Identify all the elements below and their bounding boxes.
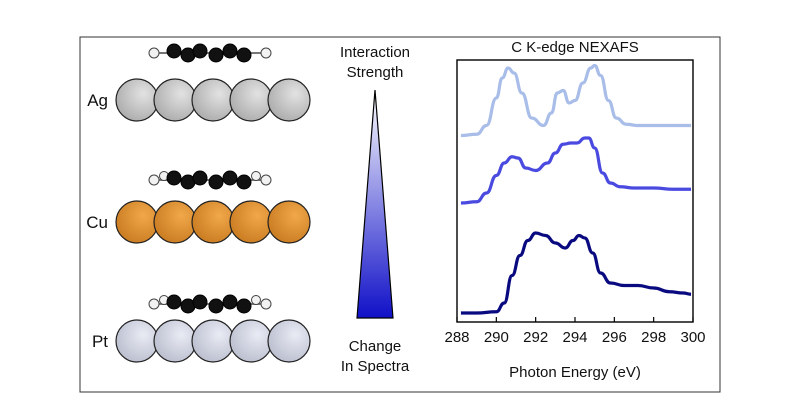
surface-row-ag: Ag	[87, 43, 311, 122]
molecule-cu	[148, 170, 272, 190]
surface-atom	[191, 200, 235, 244]
molecule-pt	[148, 294, 272, 314]
gradient-bottom-label-line1: Change	[349, 338, 402, 355]
carbon-atom	[236, 174, 252, 190]
surface-atom	[229, 319, 273, 363]
chart-title: C K-edge NEXAFS	[511, 39, 639, 56]
x-tick-label: 300	[680, 329, 705, 346]
x-tick-label: 292	[523, 329, 548, 346]
chart-x-ticks: 288 290 292 294 296 298 300	[444, 317, 706, 346]
carbon-atom	[192, 170, 208, 186]
surface-label-ag: Ag	[87, 91, 108, 110]
interaction-gradient: Interaction Strength Change In Spectra	[340, 44, 410, 375]
surface-atom	[115, 78, 159, 122]
hydrogen-atom	[260, 298, 272, 310]
chart-x-label: Photon Energy (eV)	[509, 364, 641, 381]
carbon-atom	[208, 298, 224, 314]
hydrogen-atom	[260, 174, 272, 186]
hydrogen-atom	[148, 298, 160, 310]
surface-atom	[229, 200, 273, 244]
surface-atom	[191, 78, 235, 122]
surface-row-cu: Cu	[86, 170, 311, 244]
surface-label-pt: Pt	[92, 332, 108, 351]
surface-atom	[153, 200, 197, 244]
surface-label-cu: Cu	[86, 213, 108, 232]
carbon-atom	[166, 43, 182, 59]
gradient-wedge	[356, 89, 394, 319]
surface-atom	[115, 200, 159, 244]
spectrum-line-3	[460, 231, 692, 315]
spectrum-line-2	[460, 136, 692, 205]
surface-atom	[267, 319, 311, 363]
surface-atom	[267, 200, 311, 244]
surface-atom	[153, 319, 197, 363]
surface-atom	[191, 319, 235, 363]
surface-atom	[267, 78, 311, 122]
hydrogen-atom	[251, 171, 261, 181]
carbon-atom	[222, 294, 238, 310]
x-tick-label: 298	[641, 329, 666, 346]
surface-models: Ag Cu Pt	[86, 43, 311, 363]
carbon-atom	[236, 47, 252, 63]
nexafs-chart: C K-edge NEXAFS 288 290 292 294 296 298 300 Ph…	[444, 39, 705, 381]
carbon-atom	[208, 47, 224, 63]
carbon-atom	[222, 170, 238, 186]
surface-atom	[229, 78, 273, 122]
spectrum-line-1	[460, 63, 692, 138]
surface-atom	[153, 78, 197, 122]
carbon-atom	[166, 170, 182, 186]
surface-atom	[115, 319, 159, 363]
carbon-atom	[236, 298, 252, 314]
carbon-atom	[192, 43, 208, 59]
gradient-top-label-line1: Interaction	[340, 44, 410, 61]
carbon-atom	[192, 294, 208, 310]
figure-frame	[79, 36, 721, 393]
gradient-bottom-label-line2: In Spectra	[341, 358, 410, 375]
hydrogen-atom	[148, 174, 160, 186]
carbon-atom	[222, 43, 238, 59]
x-tick-label: 290	[484, 329, 509, 346]
hydrogen-atom	[260, 47, 272, 59]
x-tick-label: 296	[602, 329, 627, 346]
surface-row-pt: Pt	[92, 294, 311, 363]
x-tick-label: 288	[444, 329, 469, 346]
hydrogen-atom	[148, 47, 160, 59]
carbon-atom	[208, 174, 224, 190]
gradient-top-label-line2: Strength	[347, 64, 404, 81]
hydrogen-atom	[251, 295, 261, 305]
carbon-atom	[166, 294, 182, 310]
x-tick-label: 294	[562, 329, 587, 346]
chart-series-group	[460, 63, 692, 315]
molecule-ag	[148, 43, 272, 63]
